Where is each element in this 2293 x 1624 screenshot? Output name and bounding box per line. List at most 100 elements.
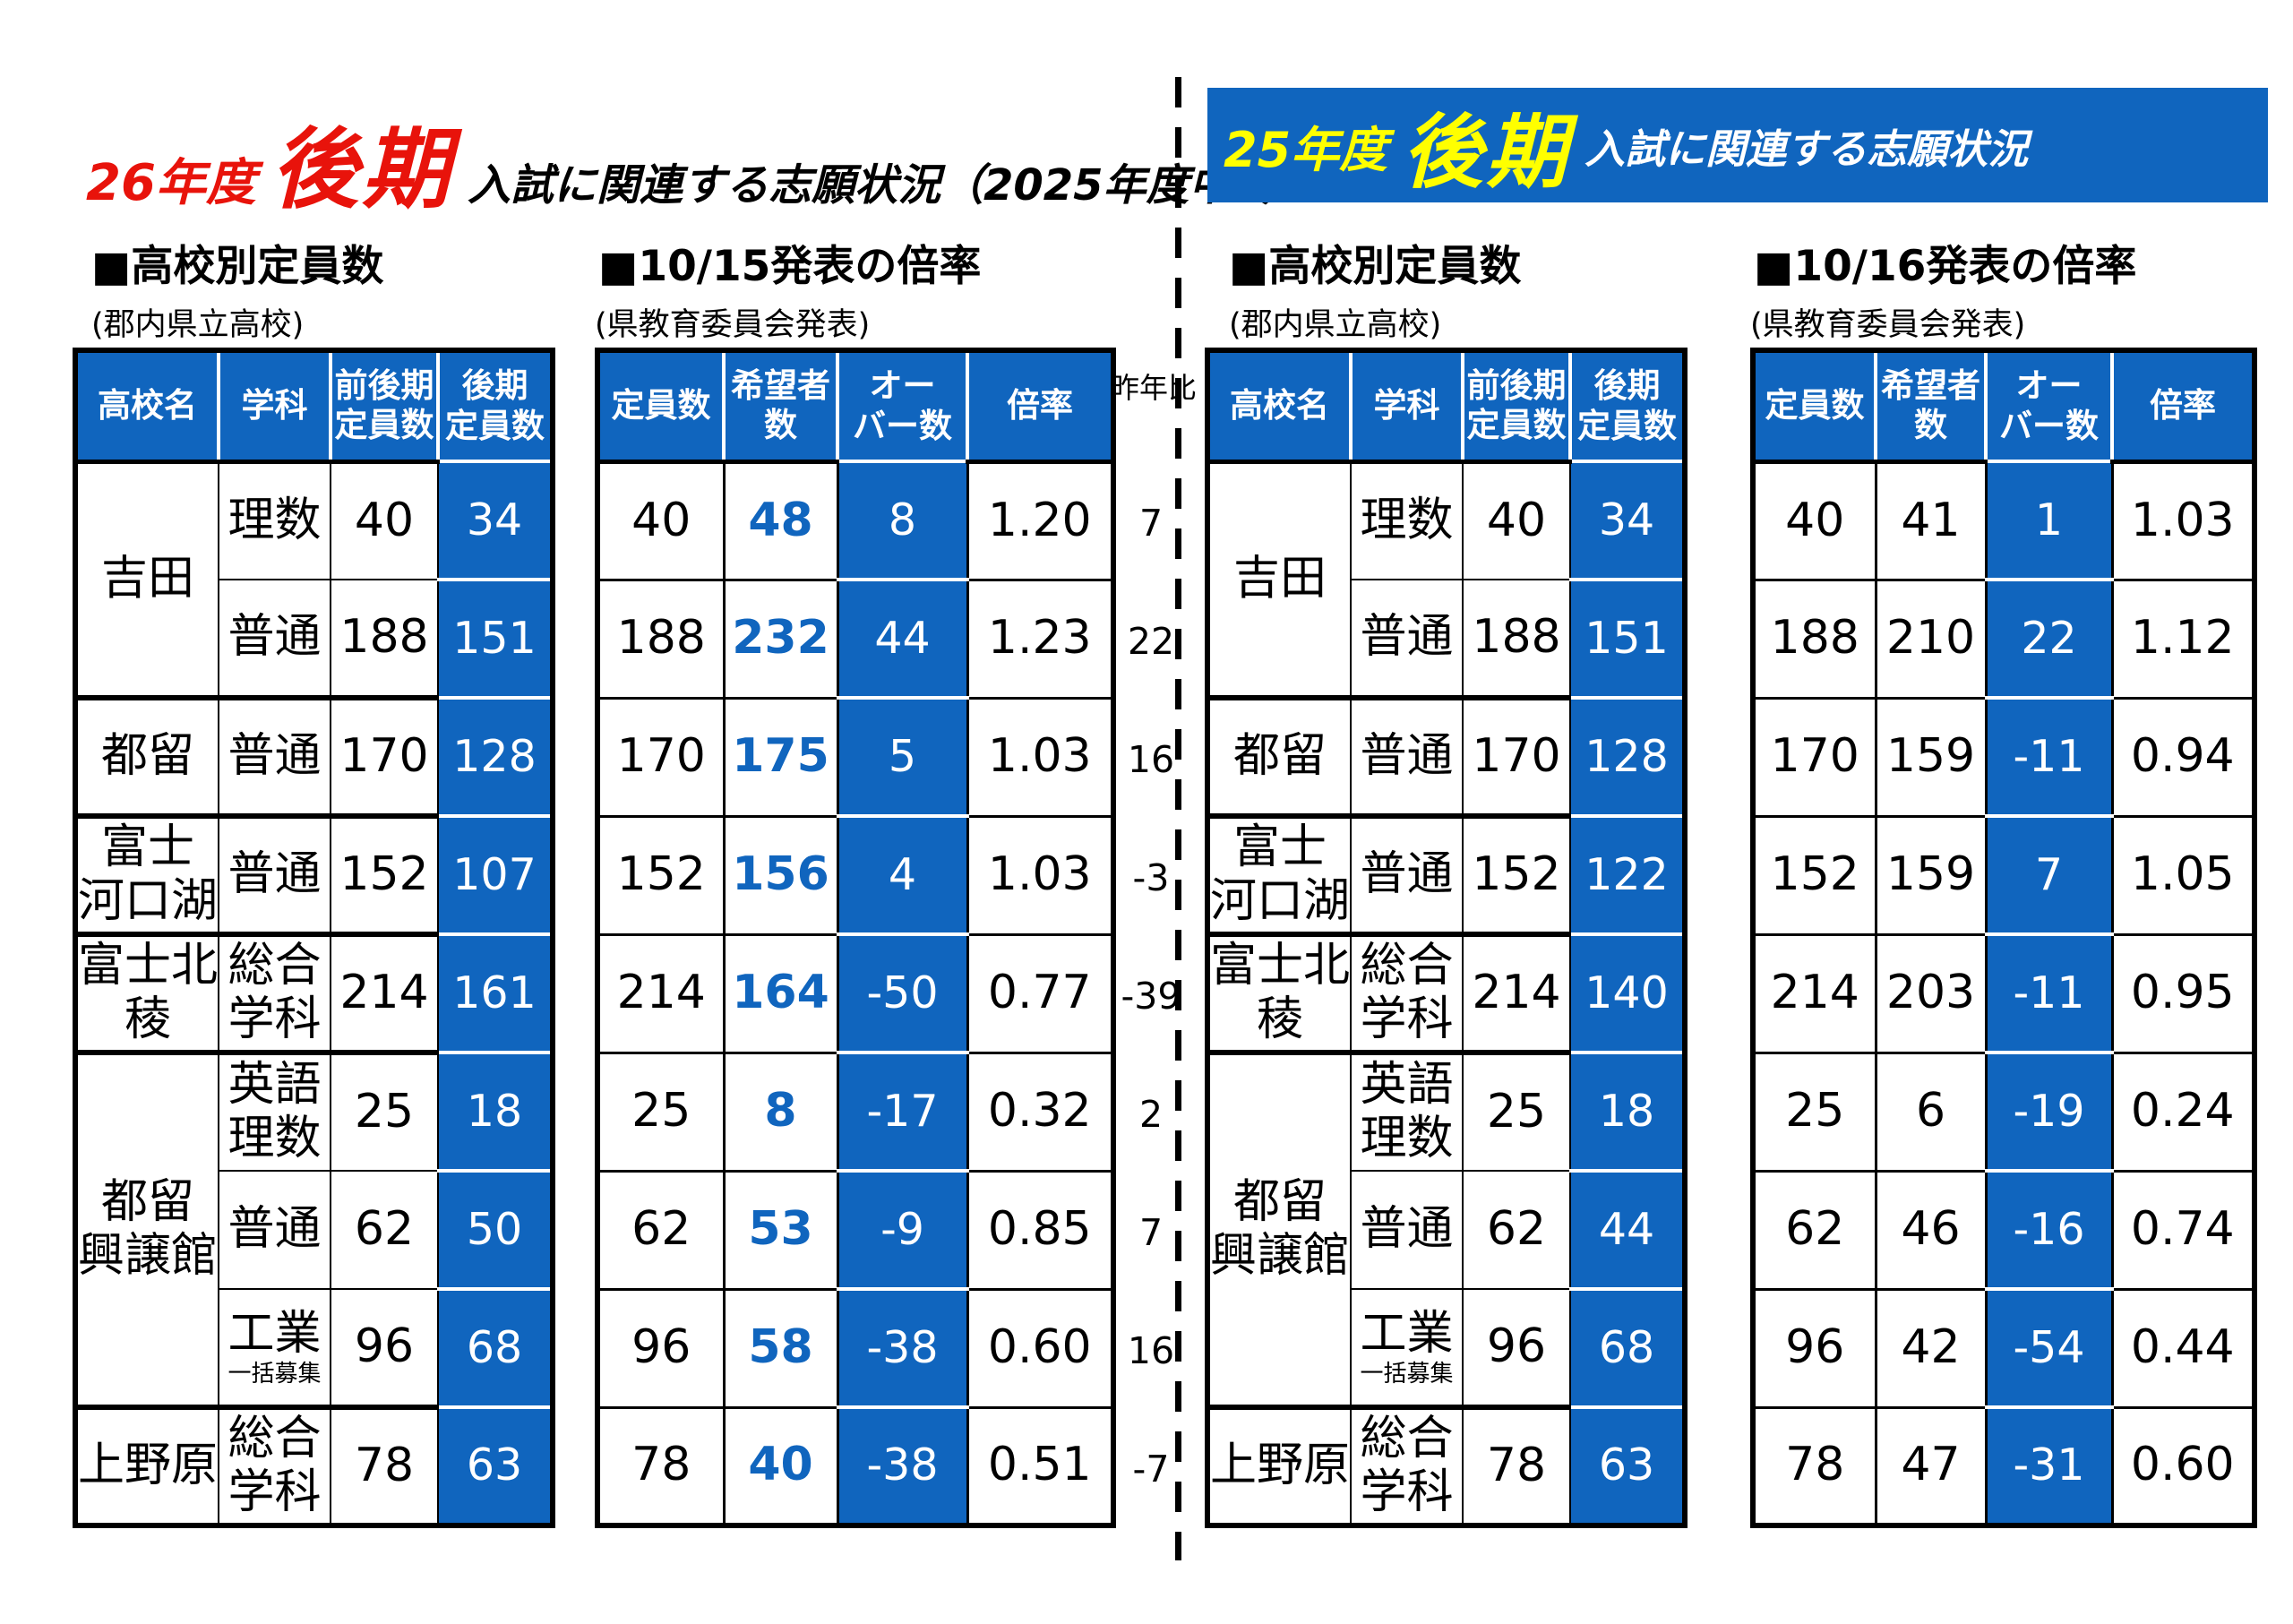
- teiin-cell: 170: [1751, 696, 1877, 818]
- compare-value: 16: [1127, 1329, 1175, 1372]
- kouki-capacity-cell: 34: [437, 460, 554, 580]
- left-title-period: 後期: [270, 119, 453, 221]
- zenki-capacity-cell: 170: [330, 695, 439, 817]
- header-teiin: 定員数: [1753, 350, 1876, 464]
- over-cell: -54: [1984, 1287, 2114, 1409]
- header-over: オー バー数: [836, 350, 967, 463]
- zenki-capacity-cell: 62: [1462, 1170, 1571, 1290]
- over-cell: 44: [836, 578, 969, 700]
- zenki-capacity-cell: 40: [330, 460, 439, 580]
- kouki-capacity-cell: 34: [1569, 460, 1686, 580]
- table-row: 普通 62 50: [75, 1169, 554, 1290]
- kibou-cell: 203: [1874, 932, 1988, 1054]
- dept-cell: 普通: [1350, 695, 1464, 817]
- kibou-cell: 40: [722, 1405, 839, 1527]
- over-cell: -11: [1984, 932, 2114, 1054]
- dept-cell: 理数: [1350, 460, 1464, 580]
- table-row: 富士北稜 総合学科 214 140: [1207, 932, 1686, 1053]
- table-row: 78 40 -38 0.51: [596, 1405, 1115, 1527]
- table-row: 吉田 理数 40 34: [1207, 460, 1686, 699]
- bairitsu-cell: 1.03: [2110, 460, 2256, 581]
- dept-cell: 理数: [218, 460, 331, 580]
- table-row: 都留 普通 170 128: [1207, 695, 1686, 817]
- over-cell: 8: [836, 460, 969, 581]
- right-title-period: 後期: [1402, 106, 1571, 200]
- compare-value: 7: [1138, 1211, 1164, 1254]
- kouki-capacity-cell: 44: [1569, 1169, 1686, 1290]
- school-name-cell: 都留 興譲館: [74, 1050, 219, 1408]
- kouki-capacity-cell: 63: [437, 1405, 554, 1526]
- table-row: 上野原 総合学科 78 63: [1207, 1405, 1686, 1526]
- left-capacity-note: (郡内県立高校): [91, 307, 305, 343]
- kibou-cell: 47: [1874, 1405, 1988, 1527]
- header-kibou: 希望者数: [1874, 350, 1986, 464]
- header-kouki: 後期 定員数: [436, 350, 553, 463]
- bairitsu-cell: 0.77: [966, 932, 1115, 1054]
- teiin-cell: 78: [1751, 1405, 1877, 1527]
- table-row: 工業 一括募集 96 68: [75, 1287, 554, 1408]
- right-capacity-heading: ■高校別定員数: [1229, 242, 1522, 291]
- school-name-cell: 富士 河口湖: [1207, 813, 1352, 935]
- kibou-cell: 8: [722, 1051, 839, 1173]
- bairitsu-cell: 1.03: [966, 814, 1115, 936]
- school-name-cell: 上野原: [1207, 1405, 1352, 1526]
- school-name-cell: 都留: [74, 695, 219, 817]
- table-row: 工業 一括募集 96 68: [1207, 1287, 1686, 1408]
- compare-value: 2: [1138, 1093, 1164, 1136]
- zenki-capacity-cell: 152: [330, 813, 439, 935]
- over-cell: -38: [836, 1405, 969, 1527]
- table-row: 214 203 -11 0.95: [1751, 932, 2256, 1054]
- kouki-capacity-cell: 68: [1569, 1287, 1686, 1408]
- header-over: オー バー数: [1984, 350, 2112, 463]
- header-kibou: 希望者数: [722, 350, 837, 464]
- school-name-cell: 都留 興譲館: [1207, 1050, 1352, 1408]
- school-name-cell: 富士北稜: [1207, 932, 1352, 1053]
- zenki-capacity-cell: 78: [1462, 1405, 1571, 1526]
- dept-cell: 工業 一括募集: [1350, 1288, 1464, 1408]
- table-row: 40 48 8 1.20: [596, 460, 1115, 581]
- table-row: 上野原 総合学科 78 63: [74, 1405, 554, 1526]
- bairitsu-cell: 0.24: [2110, 1051, 2256, 1173]
- over-cell: -31: [1984, 1405, 2114, 1527]
- over-cell: 4: [836, 814, 969, 936]
- kibou-cell: 175: [722, 696, 839, 818]
- table-row: 吉田 理数 40 34: [74, 460, 554, 699]
- kouki-capacity-cell: 151: [1569, 578, 1686, 699]
- compare-value: 16: [1127, 738, 1175, 781]
- bairitsu-cell: 1.05: [2110, 814, 2256, 936]
- kouki-capacity-cell: 151: [437, 578, 554, 699]
- compare-values-column: 7 22 16 -3 -39 2 7 16 -7: [1111, 464, 1191, 1528]
- kouki-capacity-cell: 107: [437, 814, 554, 935]
- teiin-cell: 78: [596, 1405, 726, 1527]
- bairitsu-cell: 1.12: [2110, 578, 2256, 700]
- left-ratio-note: (県教育委員会発表): [595, 307, 871, 343]
- teiin-cell: 170: [596, 696, 726, 818]
- table-row: 都留 普通 170 128: [74, 695, 554, 817]
- dept-cell: 普通: [218, 813, 331, 935]
- left-title-year: 26年度: [86, 154, 256, 212]
- left-capacity-heading: ■高校別定員数: [91, 242, 384, 291]
- dept-cell: 普通: [1350, 579, 1464, 699]
- table-row: 25 8 -17 0.32: [596, 1051, 1115, 1173]
- school-name-cell: 富士 河口湖: [74, 813, 219, 935]
- table-row: 78 47 -31 0.60: [1751, 1405, 2256, 1527]
- teiin-cell: 152: [1751, 814, 1877, 936]
- right-capacity-note: (郡内県立高校): [1229, 307, 1442, 343]
- bairitsu-cell: 0.32: [966, 1051, 1115, 1173]
- right-capacity-table: 高校名 学科 前後期 定員数 後期 定員数 吉田 理数 40 34 普通 188 1…: [1205, 348, 1688, 1528]
- table-row: 普通 188 151: [1207, 578, 1686, 699]
- table-row: 62 46 -16 0.74: [1751, 1169, 2256, 1291]
- teiin-cell: 40: [596, 460, 726, 581]
- kouki-capacity-cell: 18: [437, 1051, 554, 1172]
- kibou-cell: 42: [1874, 1287, 1988, 1409]
- zenki-capacity-cell: 214: [1462, 932, 1571, 1053]
- table-row: 25 6 -19 0.24: [1751, 1051, 2256, 1173]
- compare-value: -39: [1121, 975, 1181, 1018]
- kibou-cell: 210: [1874, 578, 1988, 700]
- zenki-capacity-cell: 214: [330, 932, 439, 1053]
- kouki-capacity-cell: 68: [437, 1287, 554, 1408]
- bairitsu-cell: 0.51: [966, 1405, 1115, 1527]
- bairitsu-cell: 1.20: [966, 460, 1115, 581]
- dept-cell: 工業 一括募集: [218, 1288, 331, 1408]
- table-row: 62 53 -9 0.85: [596, 1169, 1115, 1291]
